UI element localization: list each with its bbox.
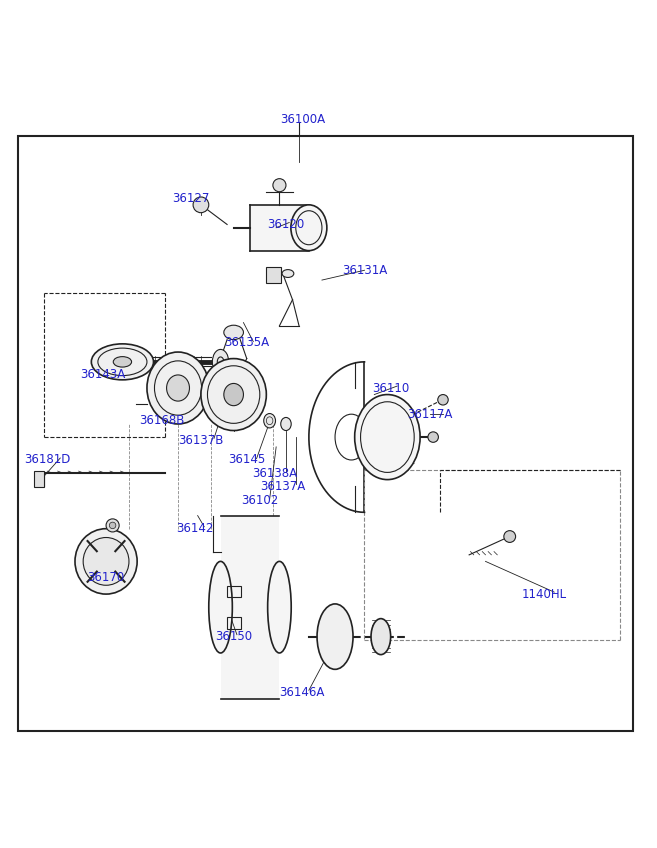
Text: 36142: 36142 — [175, 522, 213, 535]
Text: 36131A: 36131A — [342, 264, 387, 276]
Ellipse shape — [83, 538, 129, 585]
Circle shape — [504, 531, 516, 543]
Text: 36168B: 36168B — [139, 414, 185, 427]
Ellipse shape — [291, 205, 327, 251]
Ellipse shape — [371, 619, 391, 655]
Text: 36135A: 36135A — [224, 336, 269, 349]
Bar — [34, 471, 44, 488]
Text: 36181D: 36181D — [24, 454, 70, 466]
Ellipse shape — [281, 417, 291, 431]
Text: 36138A: 36138A — [252, 466, 298, 480]
Ellipse shape — [201, 359, 266, 431]
Ellipse shape — [209, 561, 233, 653]
Bar — [221, 516, 279, 699]
Bar — [227, 586, 242, 597]
Text: 36146A: 36146A — [280, 686, 325, 699]
Circle shape — [109, 522, 116, 528]
Text: 36102: 36102 — [241, 494, 279, 507]
Ellipse shape — [267, 561, 291, 653]
Ellipse shape — [167, 375, 189, 401]
Text: 1140HL: 1140HL — [522, 588, 567, 600]
Ellipse shape — [355, 394, 420, 480]
Text: 36170: 36170 — [87, 572, 125, 584]
Circle shape — [193, 197, 209, 213]
Bar — [266, 267, 281, 283]
Text: 36120: 36120 — [267, 218, 305, 231]
Ellipse shape — [113, 357, 131, 367]
Text: 36137A: 36137A — [260, 480, 306, 493]
Circle shape — [428, 432, 438, 443]
Circle shape — [273, 179, 286, 192]
Ellipse shape — [282, 270, 294, 277]
Text: 36100A: 36100A — [280, 114, 325, 126]
Ellipse shape — [317, 604, 353, 669]
Ellipse shape — [224, 326, 244, 339]
Text: 36145: 36145 — [228, 454, 265, 466]
Text: 36110: 36110 — [372, 382, 409, 394]
Ellipse shape — [91, 343, 154, 380]
Circle shape — [438, 394, 448, 405]
Bar — [250, 205, 309, 251]
Text: 36150: 36150 — [215, 630, 252, 643]
Text: 36127: 36127 — [172, 192, 210, 205]
Text: 36137B: 36137B — [178, 434, 223, 447]
Text: 36143A: 36143A — [80, 368, 125, 382]
Ellipse shape — [224, 383, 244, 405]
Ellipse shape — [212, 349, 229, 374]
Bar — [227, 617, 242, 628]
Ellipse shape — [147, 352, 209, 424]
Circle shape — [106, 519, 119, 532]
Ellipse shape — [263, 414, 275, 428]
Ellipse shape — [75, 528, 137, 594]
Text: 36117A: 36117A — [407, 408, 453, 421]
